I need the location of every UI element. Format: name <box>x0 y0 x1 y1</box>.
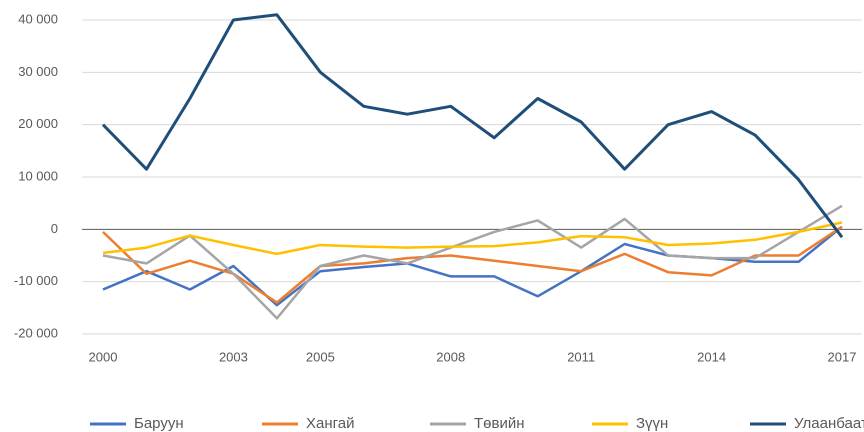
legend-label: Зүүн <box>636 415 668 432</box>
y-tick-label: 20 000 <box>18 116 58 131</box>
legend-label: Хангай <box>306 415 355 432</box>
y-tick-label: -20 000 <box>14 325 58 340</box>
series-line <box>102 204 843 320</box>
y-tick-label: 30 000 <box>18 64 58 79</box>
y-tick-label: 40 000 <box>18 11 58 26</box>
series-line <box>102 221 843 256</box>
x-tick-label: 2005 <box>306 349 335 364</box>
y-tick-label: 0 <box>51 221 58 236</box>
x-tick-label: 2017 <box>828 349 857 364</box>
x-tick-label: 2008 <box>436 349 465 364</box>
y-tick-label: 10 000 <box>18 168 58 183</box>
series-line <box>102 225 843 304</box>
legend-label: Баруун <box>134 415 184 432</box>
x-tick-label: 2011 <box>567 349 595 364</box>
series-line <box>101 13 844 239</box>
x-tick-label: 2000 <box>89 349 118 364</box>
x-tick-label: 2003 <box>219 349 248 364</box>
x-tick-label: 2014 <box>697 349 726 364</box>
legend-label: Улаанбаатар <box>794 415 864 432</box>
legend-label: Төвийн <box>474 415 525 432</box>
y-tick-label: -10 000 <box>14 273 58 288</box>
